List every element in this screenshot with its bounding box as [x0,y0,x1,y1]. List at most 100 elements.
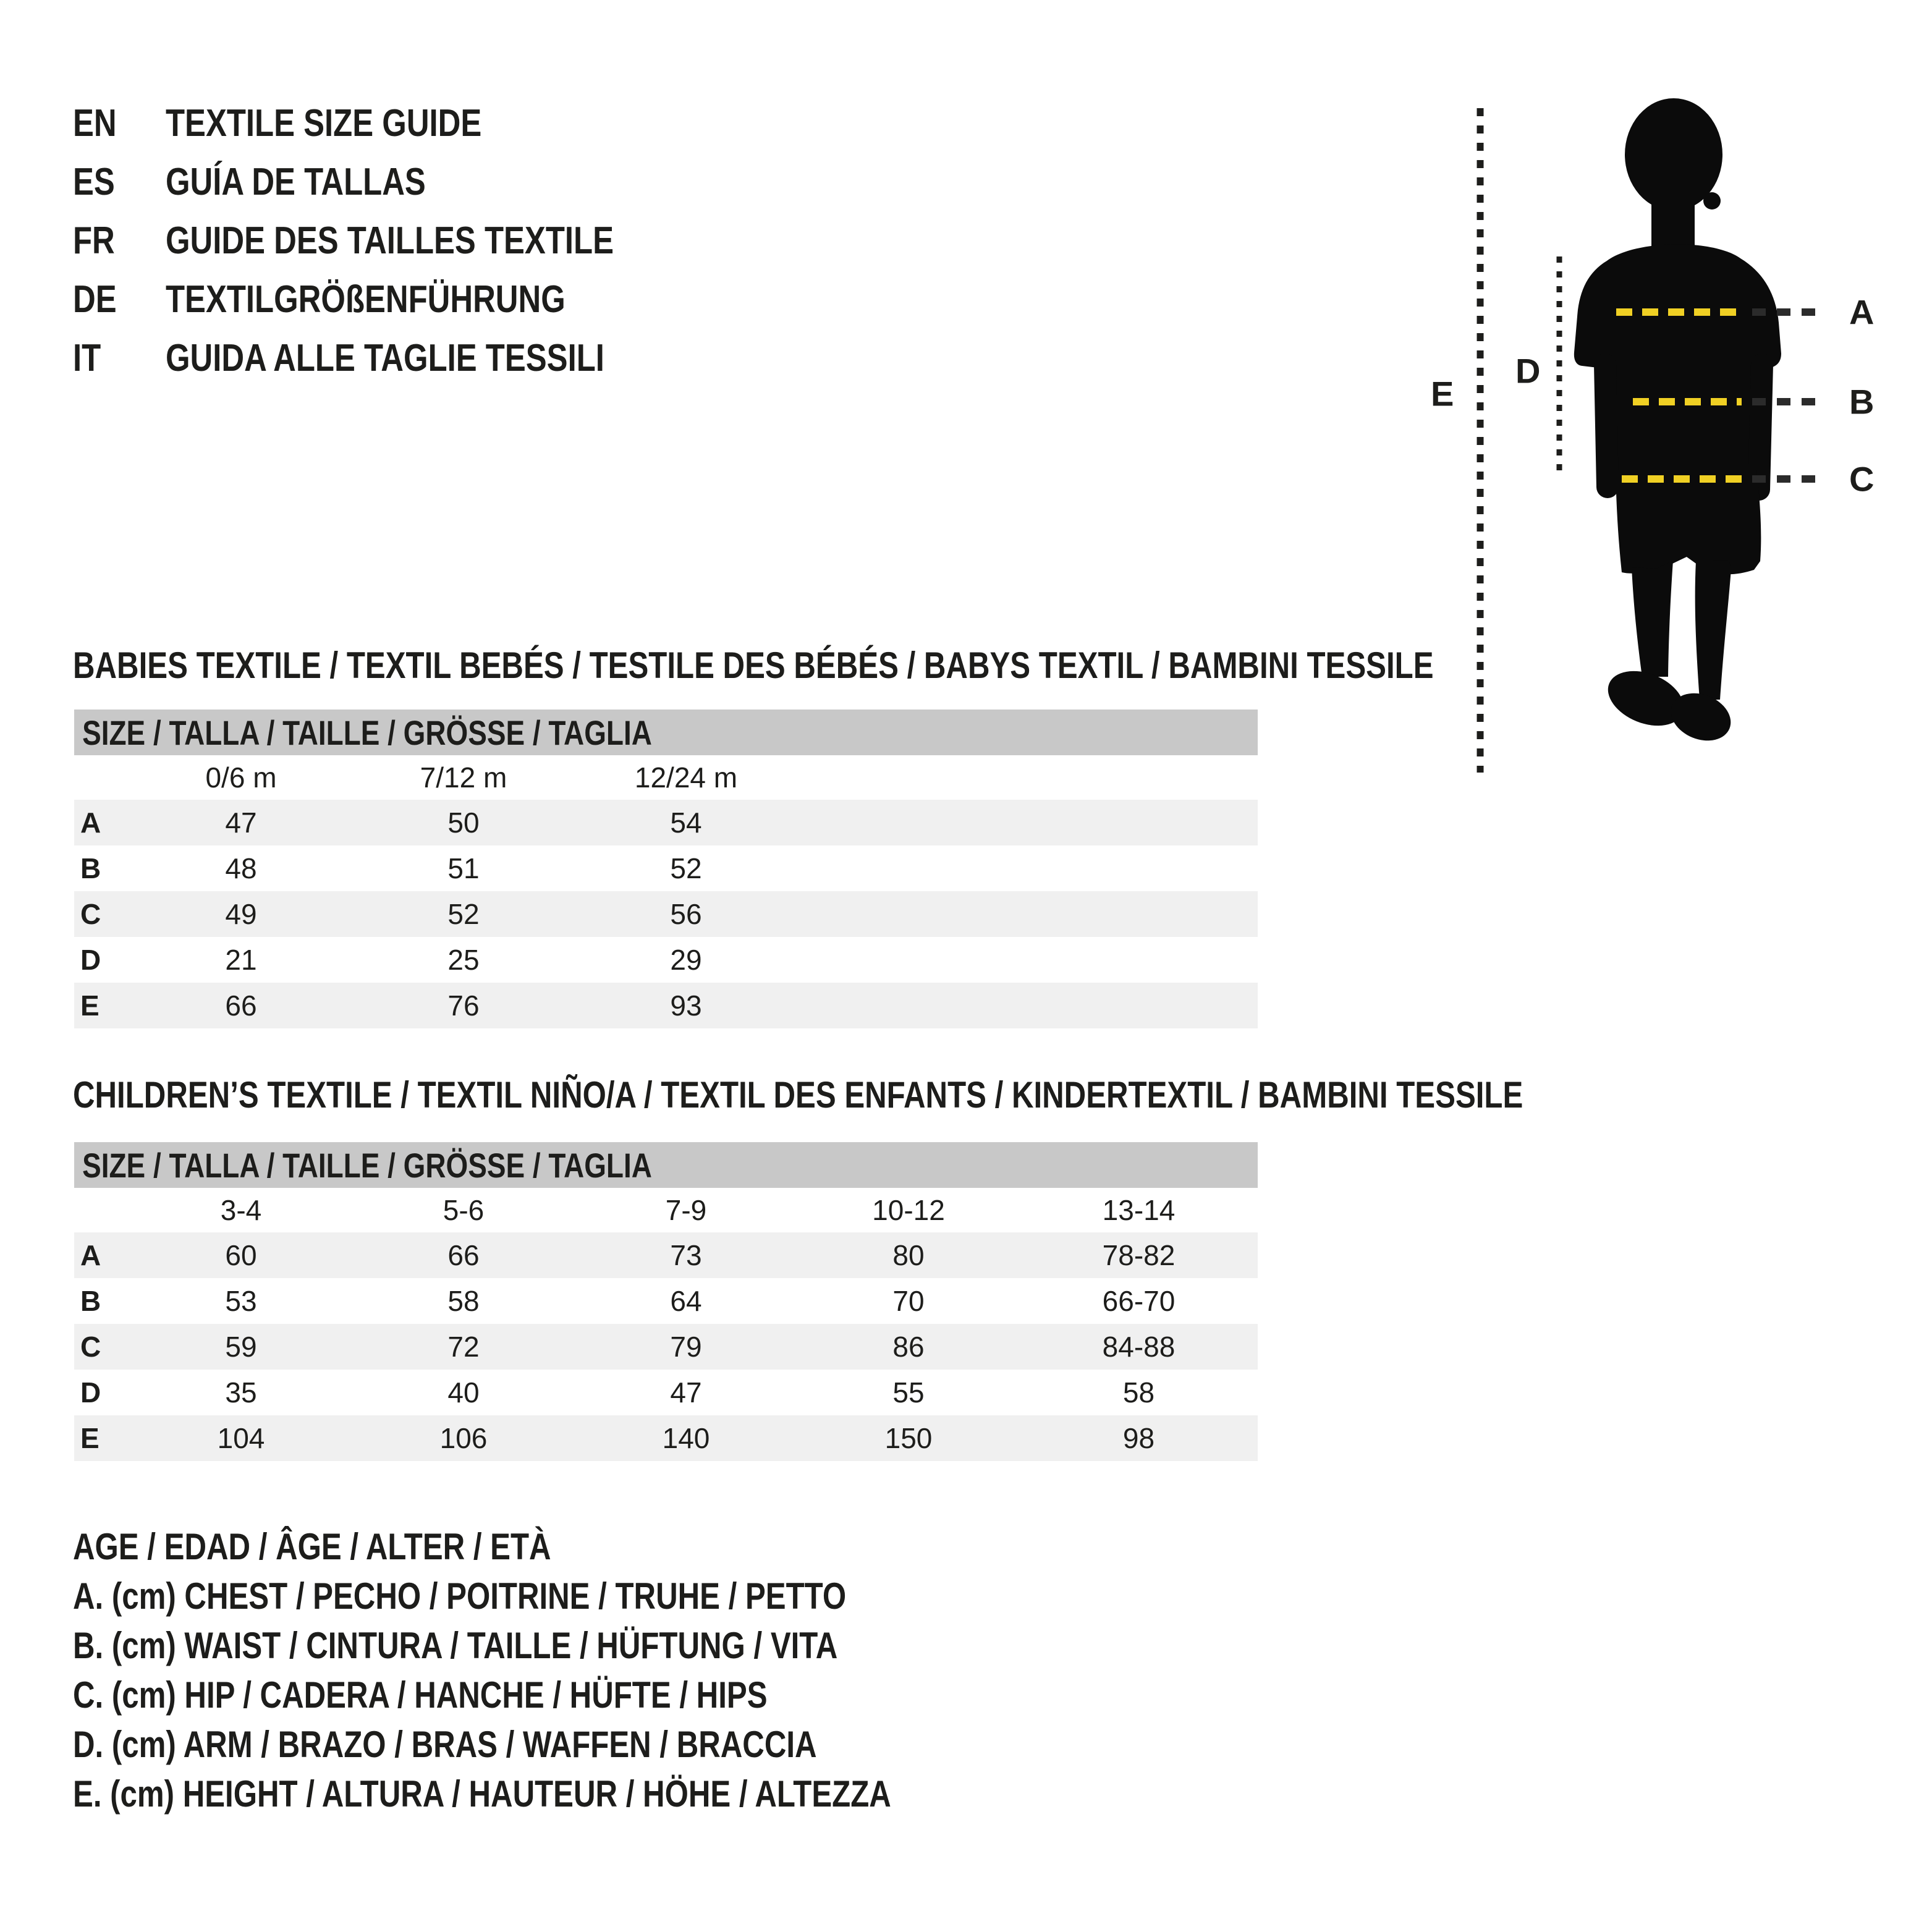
figure-label-e: E [1431,375,1454,413]
table-cell: 66 [225,989,257,1022]
table-row: D 35 40 47 55 58 [74,1370,1258,1415]
row-label: A [80,1239,101,1271]
table-row: B 53 58 64 70 66-70 [74,1278,1258,1324]
legend-line-height: E. (cm) HEIGHT / ALTURA / HAUTEUR / HÖHE… [73,1773,891,1815]
row-label: C [80,898,101,930]
table-cell: 21 [225,944,257,976]
table-row: D 21 25 29 [74,937,1258,983]
babies-heading-text: BABIES TEXTILE / TEXTIL BEBÉS / TESTILE … [73,645,1434,686]
row-label: A [80,807,101,839]
babies-section-heading: BABIES TEXTILE / TEXTIL BEBÉS / TESTILE … [73,644,1732,687]
language-code: IT [73,337,101,379]
table-cell: 66 [447,1239,480,1271]
child-silhouette-icon [1574,98,1781,741]
row-label: B [80,1285,101,1317]
children-size-table: SIZE / TALLA / TAILLE / GRÖSSE / TAGLIA … [74,1142,1258,1461]
size-header-text: SIZE / TALLA / TAILLE / GRÖSSE / TAGLIA [82,713,652,752]
column-header: 10-12 [872,1194,945,1226]
table-cell: 52 [447,898,480,930]
table-cell: 58 [447,1285,480,1317]
table-cell: 35 [225,1376,257,1409]
guide-title: GUÍA DE TALLAS [166,161,426,203]
language-row: IT GUIDA ALLE TAGLIE TESSILI [73,329,712,388]
babies-size-table: SIZE / TALLA / TAILLE / GRÖSSE / TAGLIA … [74,710,1258,1028]
language-code: EN [73,102,117,145]
language-row: EN TEXTILE SIZE GUIDE [73,94,712,153]
language-code: DE [73,278,117,321]
table-cell: 84-88 [1102,1331,1176,1363]
measure-lines [1616,308,1824,483]
table-cell: 79 [670,1331,702,1363]
legend-line-arm: D. (cm) ARM / BRAZO / BRAS / WAFFEN / BR… [73,1723,817,1765]
table-cell: 60 [225,1239,257,1271]
children-heading-text: CHILDREN’S TEXTILE / TEXTIL NIÑO/A / TEX… [73,1074,1523,1116]
table-cell: 50 [447,807,480,839]
table-cell: 80 [892,1239,925,1271]
table-row: C 49 52 56 [74,891,1258,937]
table-cell: 78-82 [1102,1239,1176,1271]
child-measurement-figure: A B C D E [1431,98,1874,773]
row-label: D [80,944,101,976]
table-cell: 140 [662,1422,710,1454]
table-cell: 98 [1122,1422,1155,1454]
legend-line-waist: B. (cm) WAIST / CINTURA / TAILLE / HÜFTU… [73,1624,838,1666]
table-cell: 93 [670,989,702,1022]
table-cell: 59 [225,1331,257,1363]
table-row: B 48 51 52 [74,845,1258,891]
babies-table-header-bar: SIZE / TALLA / TAILLE / GRÖSSE / TAGLIA [74,710,1258,755]
language-code: ES [73,161,115,203]
row-label: E [80,989,100,1022]
table-cell: 51 [447,852,480,884]
table-cell: 48 [225,852,257,884]
figure-label-a: A [1849,293,1874,332]
table-cell: 54 [670,807,702,839]
column-header: 7-9 [665,1194,707,1226]
table-cell: 49 [225,898,257,930]
table-cell: 150 [884,1422,933,1454]
children-table-header-bar: SIZE / TALLA / TAILLE / GRÖSSE / TAGLIA [74,1142,1258,1188]
table-cell: 55 [892,1376,925,1409]
table-cell: 66-70 [1102,1285,1176,1317]
children-section-heading: CHILDREN’S TEXTILE / TEXTIL NIÑO/A / TEX… [73,1074,1841,1117]
measurement-legend: AGE / EDAD / ÂGE / ALTER / ETÀ A. (cm) C… [73,1522,1070,1818]
table-row: E 104 106 140 150 98 [74,1415,1258,1461]
table-cell: 47 [670,1376,702,1409]
table-cell: 70 [892,1285,925,1317]
row-label: C [80,1331,101,1363]
table-cell: 106 [439,1422,488,1454]
table-row: A 60 66 73 80 78-82 [74,1232,1258,1278]
table-cell: 56 [670,898,702,930]
table-cell: 40 [447,1376,480,1409]
guide-title: TEXTILGRÖßENFÜHRUNG [166,278,566,321]
column-header: 12/24 m [634,761,738,794]
language-title-block: EN TEXTILE SIZE GUIDE ES GUÍA DE TALLAS … [73,94,712,388]
column-header: 13-14 [1102,1194,1176,1226]
column-header: 7/12 m [420,761,507,794]
figure-label-c: C [1849,460,1874,499]
legend-line-chest: A. (cm) CHEST / PECHO / POITRINE / TRUHE… [73,1575,847,1617]
figure-label-b: B [1849,383,1874,422]
table-cell: 73 [670,1239,702,1271]
table-cell: 47 [225,807,257,839]
legend-line-hip: C. (cm) HIP / CADERA / HANCHE / HÜFTE / … [73,1674,768,1716]
table-cell: 58 [1122,1376,1155,1409]
guide-title: TEXTILE SIZE GUIDE [166,102,482,145]
table-row: C 59 72 79 86 84-88 [74,1324,1258,1370]
table-cell: 76 [447,989,480,1022]
children-column-headers: 3-4 5-6 7-9 10-12 13-14 [74,1188,1258,1232]
guide-title: GUIDA ALLE TAGLIE TESSILI [166,337,604,379]
table-cell: 25 [447,944,480,976]
babies-column-headers: 0/6 m 7/12 m 12/24 m [74,755,1258,800]
guide-title: GUIDE DES TAILLES TEXTILE [166,219,614,262]
language-row: ES GUÍA DE TALLAS [73,153,712,211]
language-row: DE TEXTILGRÖßENFÜHRUNG [73,270,712,329]
column-header: 0/6 m [205,761,277,794]
language-row: FR GUIDE DES TAILLES TEXTILE [73,211,712,270]
table-row: E 66 76 93 [74,983,1258,1028]
size-header-text: SIZE / TALLA / TAILLE / GRÖSSE / TAGLIA [82,1145,652,1185]
table-cell: 53 [225,1285,257,1317]
language-code: FR [73,219,115,262]
table-cell: 72 [447,1331,480,1363]
table-row: A 47 50 54 [74,800,1258,845]
